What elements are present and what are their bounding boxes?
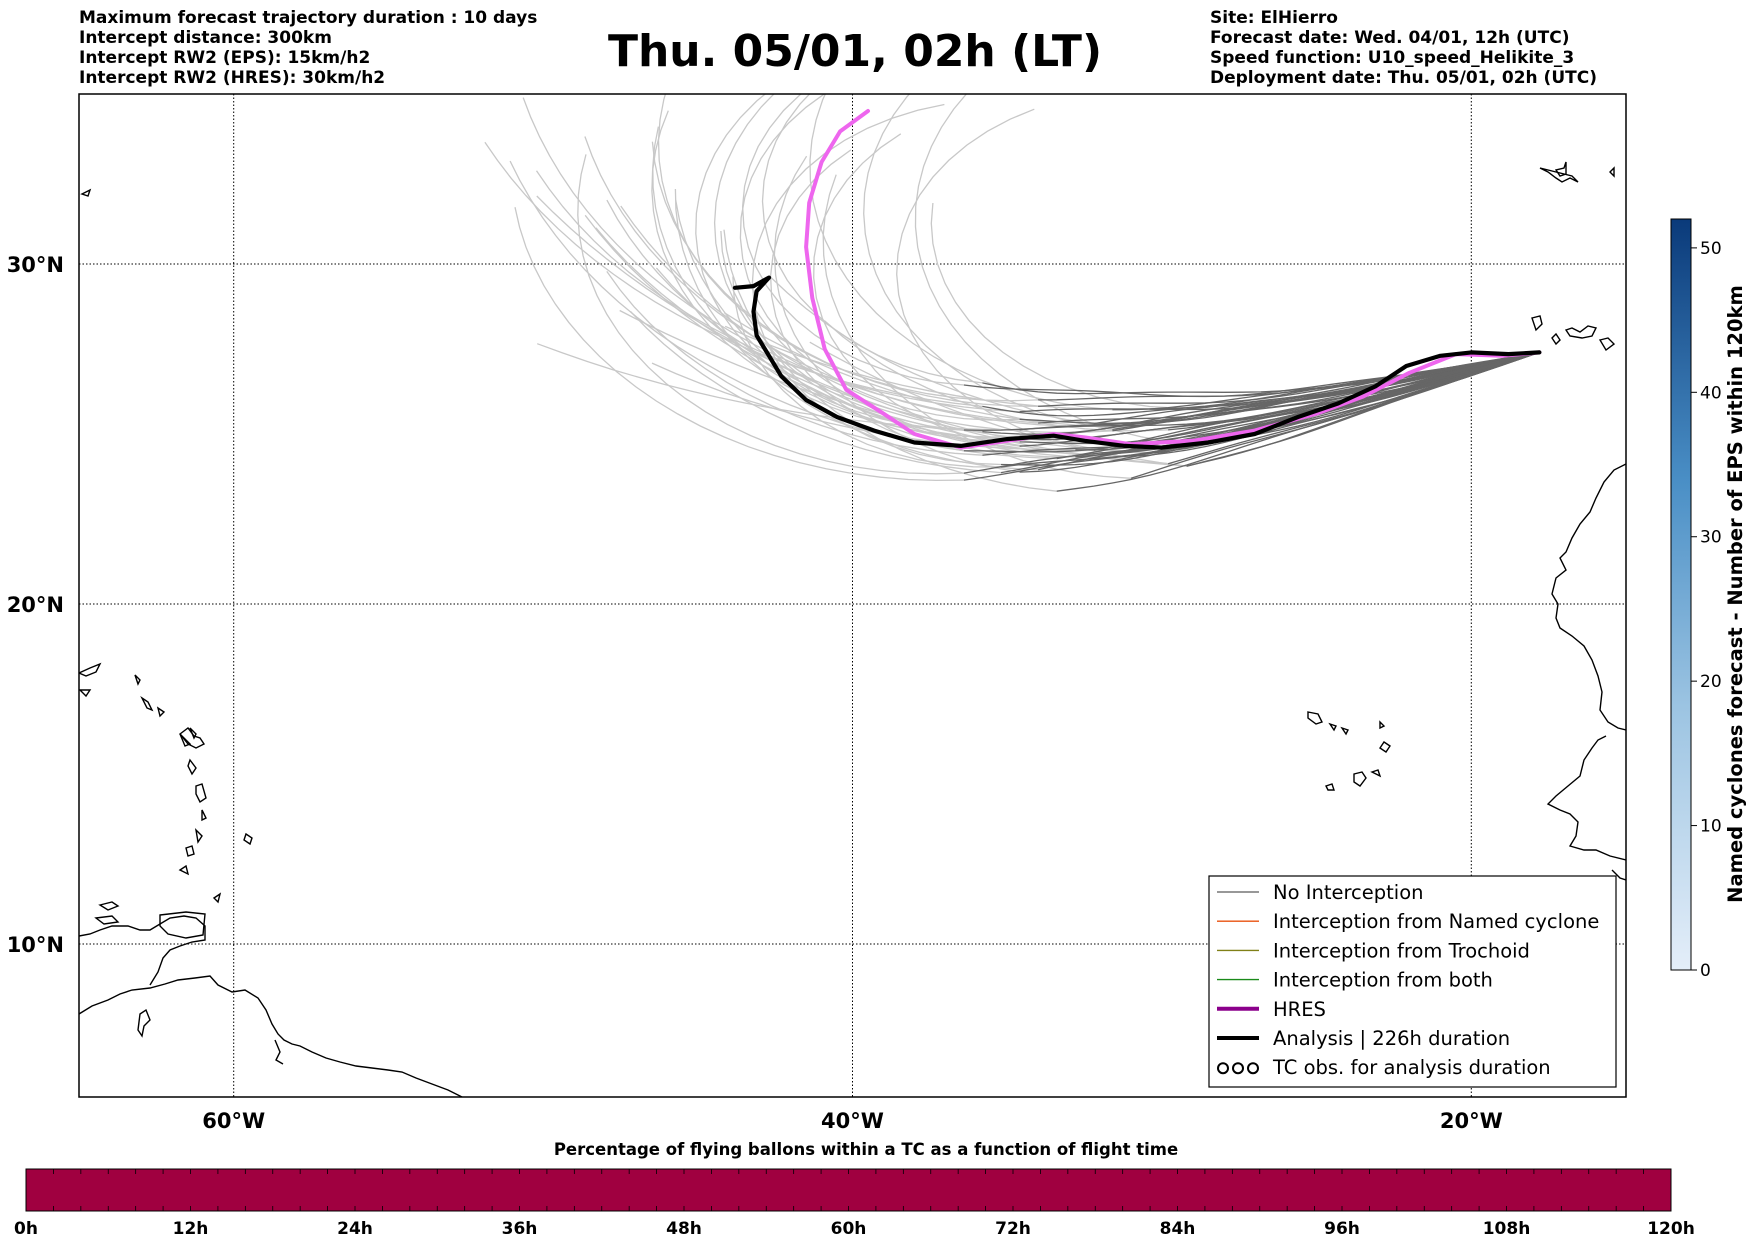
legend-label: Analysis | 226h duration <box>1273 1027 1510 1050</box>
coastlines <box>79 161 1626 1097</box>
flight-time-bar: Percentage of flying ballons within a TC… <box>14 1140 1695 1239</box>
ensemble-track-light <box>930 202 1206 409</box>
colorbar-gradient <box>1670 218 1692 971</box>
flight-time-tick-label: 48h <box>666 1219 702 1239</box>
colorbar-tick-label: 0 <box>1700 961 1711 981</box>
header-right-line: Deployment date: Thu. 05/01, 02h (UTC) <box>1210 68 1597 88</box>
ensemble-track-light <box>773 155 1020 473</box>
ensemble-track-light <box>769 276 1094 425</box>
lon-tick-label: 60°W <box>202 1109 265 1133</box>
colorbar-tick-label: 20 <box>1700 672 1722 692</box>
legend-box <box>1208 875 1617 1088</box>
ensemble-track-light <box>914 94 1169 443</box>
lon-tick-label: 20°W <box>1440 1109 1503 1133</box>
colorbar-label: Named cyclones forecast - Number of EPS … <box>1724 285 1747 903</box>
ensemble-track-dark <box>963 351 1540 432</box>
analysis-track <box>732 275 1542 450</box>
header-right-info: Site: ElHierro Forecast date: Wed. 04/01… <box>1210 8 1597 88</box>
lat-tick-label: 30°N <box>7 253 64 277</box>
tc-obs-symbol-icon <box>1232 1062 1244 1075</box>
header-right-line: Site: ElHierro <box>1210 8 1338 28</box>
ensemble-track-light <box>674 188 1039 471</box>
ensemble-trajectories-light <box>484 94 1206 492</box>
header-left-info: Maximum forecast trajectory duration : 1… <box>79 8 537 88</box>
ensemble-track-light <box>620 205 1132 452</box>
ensemble-track-light <box>630 311 1002 474</box>
ensemble-track-light <box>535 170 1020 413</box>
flight-time-tick-label: 36h <box>502 1219 538 1239</box>
ensemble-track-dark <box>1019 351 1540 437</box>
flight-time-tick-label: 60h <box>831 1219 867 1239</box>
ensemble-track-light <box>809 341 1187 467</box>
tc-obs-symbol-icon <box>1217 1062 1229 1075</box>
map-legend: No Interception Interception from Named c… <box>1208 875 1617 1088</box>
flight-time-tick-labels: 0h 12h 24h 36h 48h 60h 72h 84h 96h 108h 120h <box>14 1219 1695 1239</box>
flight-time-tick-label: 120h <box>1647 1219 1695 1239</box>
header-right-line: Speed function: U10_speed_Helikite_3 <box>1210 48 1575 68</box>
legend-label: Interception from Trochoid <box>1273 939 1530 962</box>
flight-time-minor-ticks <box>53 1169 1644 1211</box>
ensemble-track-light <box>651 362 1076 451</box>
trajectory-series <box>732 109 1542 450</box>
map-frame <box>78 93 1627 1098</box>
ensemble-track-dark <box>1019 351 1540 424</box>
ensemble-track-light <box>584 136 1150 427</box>
lat-tick-label: 10°N <box>7 933 64 957</box>
ensemble-track-dark <box>1112 351 1540 411</box>
ensemble-track-light <box>606 271 983 456</box>
colorbar-tick-label: 10 <box>1700 817 1722 837</box>
ensemble-track-light <box>522 97 1039 424</box>
colorbar-tick-label: 40 <box>1700 383 1722 403</box>
tc-obs-symbol-icon <box>1247 1062 1259 1075</box>
ensemble-track-dark <box>1186 351 1540 467</box>
legend-label: HRES <box>1273 998 1326 1021</box>
header-left-line: Maximum forecast trajectory duration : 1… <box>79 8 538 28</box>
flight-time-tick-label: 72h <box>995 1219 1031 1239</box>
ensemble-track-light <box>824 320 1169 432</box>
ensemble-track-light <box>695 94 964 431</box>
longitude-tick-labels: 60°W 40°W 20°W <box>202 1109 1502 1133</box>
ensemble-track-light <box>657 94 1039 402</box>
ensemble-track-dark <box>1019 351 1540 440</box>
ensemble-track-light <box>741 94 964 386</box>
ensemble-track-light <box>863 94 1113 431</box>
legend-label: No Interception <box>1273 881 1424 904</box>
colorbar: 0 10 20 30 40 50 Named cyclones forecast - Nu… <box>1670 218 1747 981</box>
flight-time-tick-label: 108h <box>1483 1219 1531 1239</box>
ensemble-track-light <box>595 227 1187 445</box>
colorbar-tick-label: 30 <box>1700 528 1722 548</box>
flight-time-tick-label: 0h <box>14 1219 38 1239</box>
legend-label: Interception from both <box>1273 969 1493 992</box>
latitude-tick-labels: 30°N 20°N 10°N <box>7 253 64 957</box>
ensemble-track-dark <box>1130 351 1540 479</box>
ensemble-track-light <box>769 149 965 452</box>
header-left-line: Intercept distance: 300km <box>79 28 332 48</box>
ensemble-track-dark <box>1093 351 1540 425</box>
header-right-line: Forecast date: Wed. 04/01, 12h (UTC) <box>1210 28 1570 48</box>
flight-time-tick-label: 24h <box>337 1219 373 1239</box>
ensemble-track-light <box>514 207 964 482</box>
flight-time-tick-label: 84h <box>1160 1219 1196 1239</box>
colorbar-ticks: 0 10 20 30 40 50 <box>1691 239 1722 981</box>
flight-time-tick-label: 12h <box>173 1219 209 1239</box>
flight-time-bar-fill <box>25 1168 1672 1212</box>
header-left-line: Intercept RW2 (HRES): 30km/h2 <box>79 68 386 88</box>
flight-time-bar-title: Percentage of flying ballons within a TC… <box>554 1140 1178 1159</box>
flight-time-tick-label: 96h <box>1324 1219 1360 1239</box>
ensemble-track-light <box>675 199 1076 458</box>
lat-tick-label: 20°N <box>7 593 64 617</box>
legend-label: Interception from Named cyclone <box>1273 910 1599 933</box>
lon-tick-label: 40°W <box>821 1109 884 1133</box>
ensemble-track-light <box>484 141 983 408</box>
page-title: Thu. 05/01, 02h (LT) <box>607 26 1103 77</box>
ensemble-track-light <box>724 325 1150 411</box>
ensemble-track-light <box>822 174 1132 479</box>
colorbar-tick-label: 50 <box>1700 239 1722 259</box>
header-left-line: Intercept RW2 (EPS): 15km/h2 <box>79 48 371 68</box>
legend-label: TC obs. for analysis duration <box>1272 1056 1551 1079</box>
